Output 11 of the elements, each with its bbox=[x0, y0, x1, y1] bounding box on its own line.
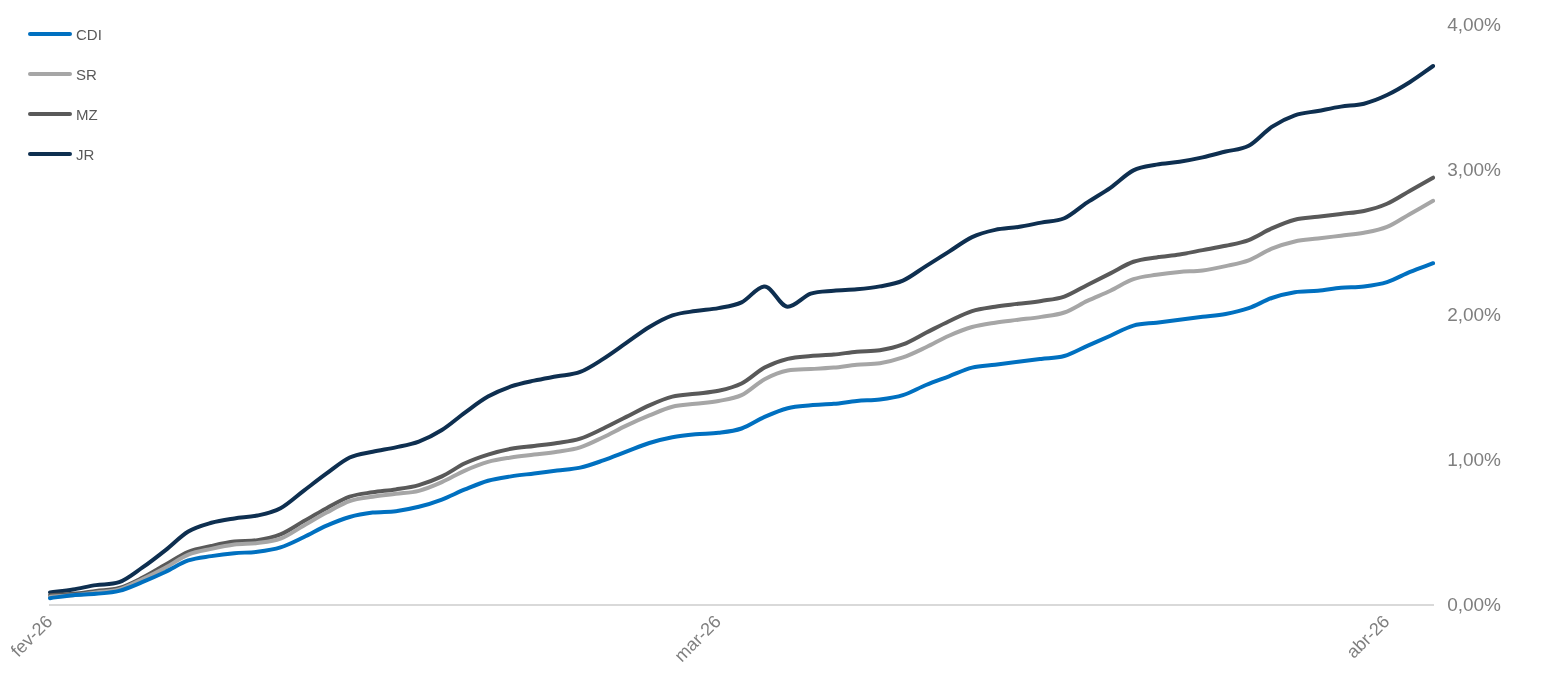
legend-label: SR bbox=[76, 65, 97, 83]
y-tick-label: 0,00% bbox=[1447, 593, 1502, 615]
legend-label: JR bbox=[76, 145, 95, 163]
y-tick-label: 2,00% bbox=[1447, 303, 1502, 325]
line-series bbox=[48, 64, 1436, 595]
legend-label: MZ bbox=[76, 105, 98, 123]
line-series bbox=[48, 261, 1436, 601]
legend-label: CDI bbox=[76, 25, 102, 43]
y-tick-label: 3,00% bbox=[1447, 158, 1502, 180]
y-tick-label: 1,00% bbox=[1447, 448, 1502, 470]
y-tick-label: 4,00% bbox=[1447, 13, 1502, 35]
